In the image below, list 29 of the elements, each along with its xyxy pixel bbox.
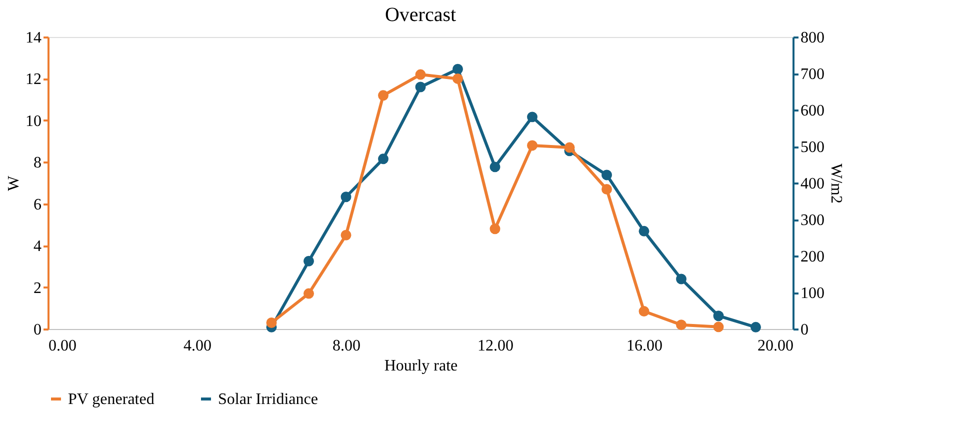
y2-tick-label: 300 (800, 212, 824, 229)
y-tick-label: 4 (34, 238, 42, 256)
y2-tick-label: 600 (800, 102, 824, 120)
legend-label: PV generated (68, 391, 154, 408)
y2-tick-label: 200 (800, 248, 824, 266)
y-tick-label: 8 (34, 154, 42, 172)
y-tick-label: 2 (34, 280, 42, 297)
y2-tick-label: 400 (800, 176, 824, 192)
y-tick-label: 6 (34, 196, 42, 214)
x-tick-label: 20.00 (758, 338, 794, 354)
y2-tick-label: 100 (800, 285, 824, 302)
x-tick-label: 4.00 (184, 338, 212, 354)
y-tick-label: 0 (34, 322, 42, 338)
x-tick-label: 16.00 (626, 338, 662, 354)
x-tick-label: 12.00 (478, 338, 514, 354)
y-axis-title: W (6, 175, 22, 192)
x-axis-title: Hourly rate (384, 358, 458, 374)
y2-tick-label: 800 (800, 30, 824, 46)
y-tick-label: 10 (26, 112, 42, 130)
x-tick-label: 8.00 (332, 338, 360, 354)
y2-tick-label: 500 (800, 139, 824, 156)
y-tick-label: 12 (26, 71, 42, 88)
x-tick-label: 0.00 (48, 338, 76, 354)
chart-title: Overcast (384, 4, 456, 26)
y2-tick-label: 0 (800, 322, 808, 338)
legend-label: Solar Irridiance (218, 391, 318, 408)
y-tick-label: 14 (26, 30, 42, 46)
y2-axis-title: W/m2 (828, 164, 844, 204)
y2-tick-label: 700 (800, 66, 824, 83)
